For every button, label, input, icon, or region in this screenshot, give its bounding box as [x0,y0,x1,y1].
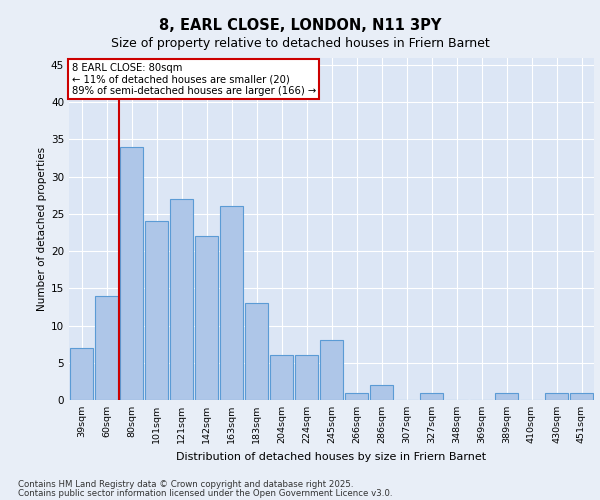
Bar [370,385,394,400]
Bar [95,296,118,400]
Text: Size of property relative to detached houses in Friern Barnet: Size of property relative to detached ho… [110,38,490,51]
X-axis label: Distribution of detached houses by size in Friern Barnet: Distribution of detached houses by size … [176,452,487,462]
Bar [194,236,218,400]
Bar [569,392,593,400]
Bar [70,348,94,400]
Bar [419,392,443,400]
Y-axis label: Number of detached properties: Number of detached properties [37,146,47,311]
Bar [295,356,319,400]
Text: 8, EARL CLOSE, LONDON, N11 3PY: 8, EARL CLOSE, LONDON, N11 3PY [159,18,441,32]
Bar [220,206,244,400]
Bar [320,340,343,400]
Bar [119,147,143,400]
Bar [344,392,368,400]
Bar [545,392,568,400]
Bar [494,392,518,400]
Text: 8 EARL CLOSE: 80sqm
← 11% of detached houses are smaller (20)
89% of semi-detach: 8 EARL CLOSE: 80sqm ← 11% of detached ho… [71,62,316,96]
Bar [170,199,193,400]
Bar [245,303,268,400]
Bar [145,222,169,400]
Text: Contains HM Land Registry data © Crown copyright and database right 2025.: Contains HM Land Registry data © Crown c… [18,480,353,489]
Bar [269,356,293,400]
Text: Contains public sector information licensed under the Open Government Licence v3: Contains public sector information licen… [18,489,392,498]
